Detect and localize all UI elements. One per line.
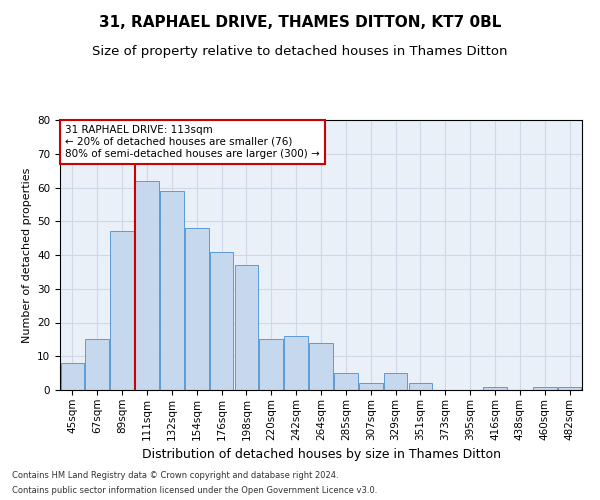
Bar bbox=[284, 336, 308, 390]
Bar bbox=[483, 386, 507, 390]
X-axis label: Distribution of detached houses by size in Thames Ditton: Distribution of detached houses by size … bbox=[142, 448, 500, 461]
Bar bbox=[533, 386, 557, 390]
Text: 31 RAPHAEL DRIVE: 113sqm
← 20% of detached houses are smaller (76)
80% of semi-d: 31 RAPHAEL DRIVE: 113sqm ← 20% of detach… bbox=[65, 126, 320, 158]
Bar bbox=[384, 373, 407, 390]
Bar bbox=[160, 191, 184, 390]
Bar bbox=[259, 340, 283, 390]
Bar bbox=[359, 383, 383, 390]
Bar bbox=[558, 386, 581, 390]
Bar bbox=[135, 180, 159, 390]
Bar bbox=[61, 363, 84, 390]
Bar bbox=[309, 343, 333, 390]
Bar bbox=[235, 265, 258, 390]
Text: 31, RAPHAEL DRIVE, THAMES DITTON, KT7 0BL: 31, RAPHAEL DRIVE, THAMES DITTON, KT7 0B… bbox=[99, 15, 501, 30]
Text: Size of property relative to detached houses in Thames Ditton: Size of property relative to detached ho… bbox=[92, 45, 508, 58]
Text: Contains HM Land Registry data © Crown copyright and database right 2024.: Contains HM Land Registry data © Crown c… bbox=[12, 471, 338, 480]
Text: Contains public sector information licensed under the Open Government Licence v3: Contains public sector information licen… bbox=[12, 486, 377, 495]
Bar bbox=[409, 383, 432, 390]
Bar bbox=[210, 252, 233, 390]
Bar bbox=[110, 232, 134, 390]
Bar bbox=[334, 373, 358, 390]
Y-axis label: Number of detached properties: Number of detached properties bbox=[22, 168, 32, 342]
Bar bbox=[85, 340, 109, 390]
Bar bbox=[185, 228, 209, 390]
